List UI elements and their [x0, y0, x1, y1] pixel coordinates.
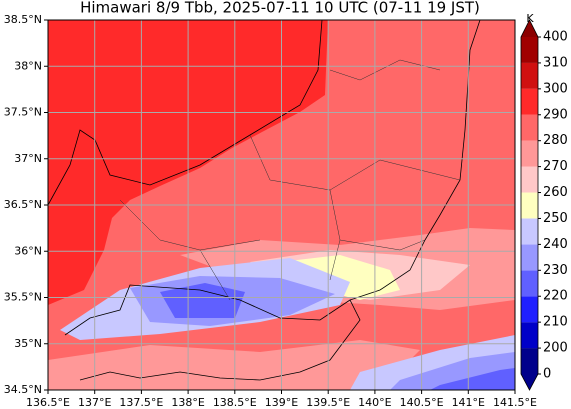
colorbar-band: [521, 140, 538, 167]
colorbar-band: [521, 244, 538, 271]
colorbar-band: [521, 62, 538, 89]
colorbar-label: 260: [543, 185, 568, 200]
x-tick-label: 139.5°E: [306, 396, 350, 409]
colorbar-under: [521, 374, 538, 390]
graticule: [47, 19, 516, 391]
colorbar-band: [521, 270, 538, 297]
colorbar-band: [521, 322, 538, 349]
prefecture-border: [119, 59, 461, 301]
x-tick-label: 140.5°E: [400, 396, 444, 409]
x-tick-label: 136.5°E: [26, 396, 70, 409]
y-tick-label: 37°N: [14, 152, 42, 165]
colorbar-label: 290: [543, 107, 568, 122]
coastline: [48, 20, 323, 206]
colorbar-band: [521, 37, 538, 63]
y-tick-label: 38°N: [14, 59, 42, 72]
colorbar-band: [521, 348, 538, 374]
x-tick-label: 139°E: [265, 396, 298, 409]
colorbar-label: 250: [543, 211, 568, 226]
map-title: Himawari 8/9 Tbb, 2025-07-11 10 UTC (07-…: [80, 0, 480, 17]
y-tick-label: 38.5°N: [4, 13, 42, 26]
colorbar-label: 0: [543, 367, 551, 382]
x-tick-label: 138°E: [171, 396, 204, 409]
colorbar-label: 240: [543, 237, 568, 252]
colorbar-label: 200: [543, 341, 568, 356]
x-tick-label: 137.5°E: [119, 396, 163, 409]
colorbar-label: 310: [543, 55, 568, 70]
cold-top: [160, 283, 245, 318]
colorbar-band: [521, 88, 538, 115]
colorbar-label: 270: [543, 159, 568, 174]
colorbar-label: 300: [543, 81, 568, 96]
colorbar-band: [521, 192, 538, 219]
y-tick-label: 34.5°N: [4, 383, 42, 396]
colorbar-band: [521, 218, 538, 245]
x-tick-label: 141.5°E: [493, 396, 537, 409]
colorbar-unit: K: [526, 12, 534, 25]
y-tick-label: 35°N: [14, 337, 42, 350]
colorbar-label: 280: [543, 133, 568, 148]
colorbar-label: 230: [543, 263, 568, 278]
x-tick-label: 140°E: [358, 396, 391, 409]
y-tick-label: 37.5°N: [4, 106, 42, 119]
cold-top: [430, 368, 515, 390]
coastline: [64, 284, 361, 381]
x-tick-label: 137°E: [78, 396, 111, 409]
colorbar-band: [521, 166, 538, 193]
x-tick-label: 138.5°E: [213, 396, 257, 409]
colorbar-label: 400: [543, 30, 568, 45]
colorbar-over: [521, 20, 538, 37]
colorbar-label: 220: [543, 289, 568, 304]
colorbar-band: [521, 296, 538, 323]
colorbar-label: 210: [543, 315, 568, 330]
y-tick-label: 35.5°N: [4, 291, 42, 304]
x-tick-label: 141°E: [452, 396, 485, 409]
y-tick-label: 36.5°N: [4, 198, 42, 211]
colorbar-band: [521, 114, 538, 141]
y-tick-label: 36°N: [14, 244, 42, 257]
